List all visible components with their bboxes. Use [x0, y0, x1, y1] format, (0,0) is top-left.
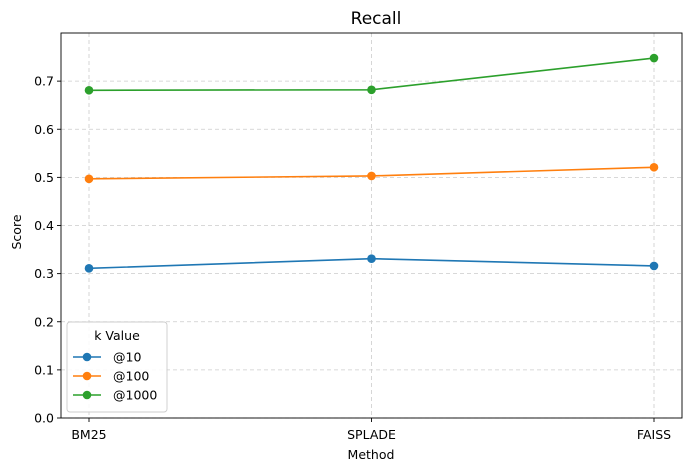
- y-tick-label: 0.1: [34, 362, 54, 377]
- legend: k Value @10 @100 @1000: [67, 322, 167, 412]
- data-point: [85, 264, 94, 273]
- y-tick-label: 0.4: [34, 218, 54, 233]
- data-point: [650, 54, 659, 63]
- y-tick-label: 0.2: [34, 314, 54, 329]
- y-tick-label: 0.7: [34, 74, 54, 89]
- legend-entry-label: @1000: [113, 388, 157, 403]
- y-axis-label: Score: [9, 214, 24, 249]
- x-tick-label: FAISS: [637, 427, 671, 442]
- x-tick-label: SPLADE: [347, 427, 396, 442]
- x-tick-label: BM25: [71, 427, 106, 442]
- y-tick-label: 0.3: [34, 266, 54, 281]
- data-point: [367, 254, 376, 263]
- legend-entry-label: @100: [113, 369, 149, 384]
- chart-title: Recall: [351, 9, 402, 29]
- y-tick-label: 0.0: [34, 411, 54, 426]
- data-point: [650, 163, 659, 172]
- legend-swatch-marker: [83, 372, 92, 381]
- y-tick-label: 0.5: [34, 170, 54, 185]
- legend-swatch-marker: [83, 391, 92, 400]
- y-tick-label: 0.6: [34, 122, 54, 137]
- data-point: [367, 85, 376, 94]
- data-point: [85, 175, 94, 184]
- legend-title: k Value: [94, 328, 140, 343]
- legend-entry-label: @10: [113, 350, 141, 365]
- data-point: [85, 86, 94, 95]
- data-point: [367, 172, 376, 181]
- legend-swatch-marker: [83, 353, 92, 362]
- data-point: [650, 262, 659, 271]
- x-axis-label: Method: [348, 447, 395, 462]
